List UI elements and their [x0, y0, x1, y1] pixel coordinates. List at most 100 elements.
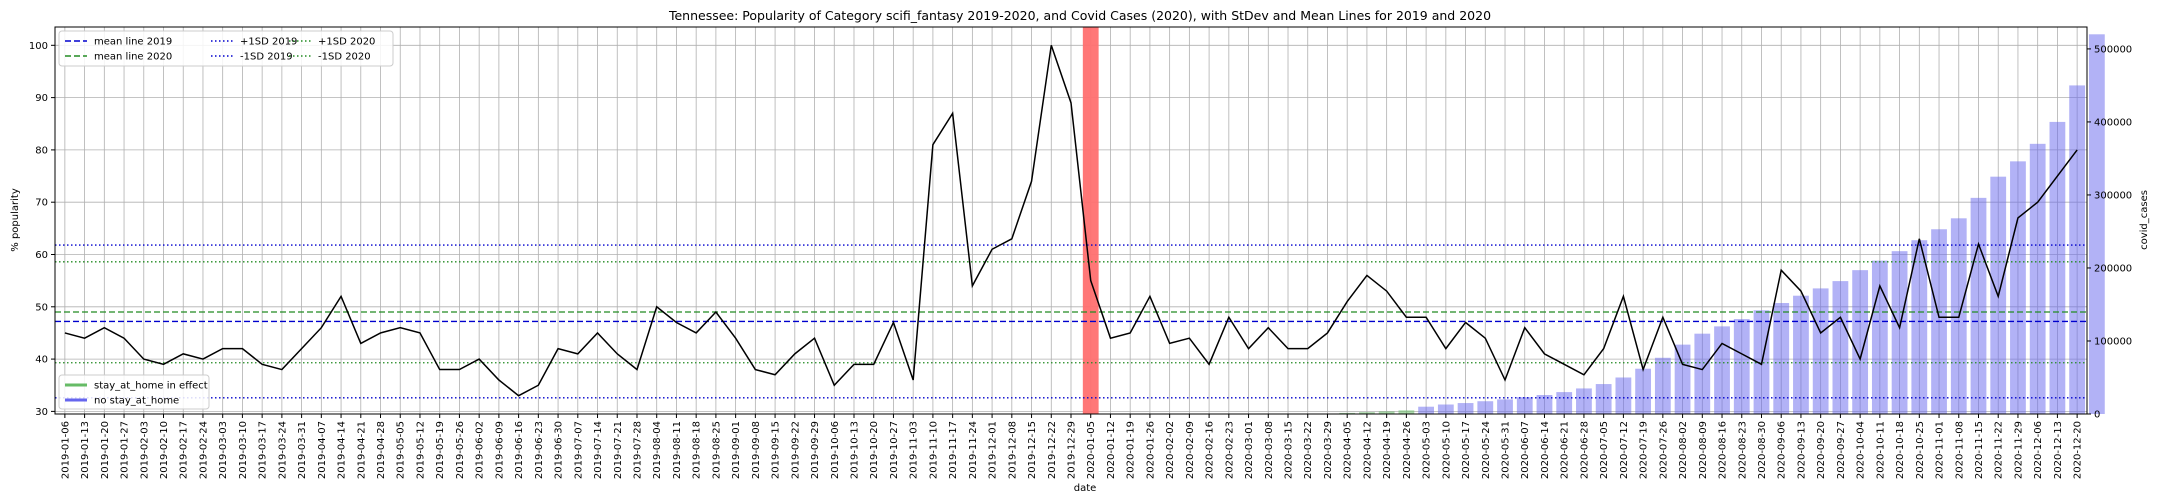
- x-tick-label: 2019-12-29: [1067, 421, 1078, 479]
- x-tick-label: 2019-10-20: [869, 421, 880, 479]
- x-tick-label: 2019-06-30: [554, 421, 565, 479]
- x-tick-label: 2019-09-01: [731, 421, 742, 479]
- x-tick-label: 2020-05-03: [1422, 421, 1433, 479]
- covid-bar: [1615, 377, 1632, 414]
- covid-bar: [1477, 401, 1494, 414]
- covid-bar: [1576, 388, 1592, 414]
- x-tick-label: 2020-02-23: [1224, 421, 1235, 479]
- x-tick-label: 2020-02-02: [1165, 421, 1176, 479]
- x-tick-label: 2020-08-16: [1718, 421, 1729, 479]
- x-tick-label: 2019-09-08: [751, 421, 762, 479]
- x-tick-label: 2020-04-05: [1343, 421, 1354, 479]
- legend-bottom-label: stay_at_home in effect: [94, 381, 208, 392]
- covid-bar: [1516, 397, 1533, 414]
- legend-top-label: -1SD 2020: [318, 52, 371, 63]
- x-tick-label: 2020-04-19: [1382, 421, 1393, 479]
- covid-bar: [1891, 251, 1908, 414]
- x-tick-label: 2020-05-24: [1481, 421, 1492, 479]
- x-tick-label: 2019-08-18: [692, 421, 703, 479]
- x-tick-label: 2019-07-21: [613, 421, 624, 479]
- x-tick-label: 2019-01-27: [120, 421, 131, 479]
- legend-top-label: mean line 2020: [94, 52, 172, 63]
- y2-tick-label: 200000: [2094, 263, 2132, 274]
- covid-bar: [1418, 406, 1434, 414]
- x-tick-label: 2020-08-30: [1757, 421, 1768, 479]
- x-tick-label: 2019-03-17: [258, 421, 269, 479]
- x-tick-label: 2019-11-03: [909, 421, 920, 479]
- y2-tick-label: 400000: [2094, 117, 2132, 128]
- covid-bar: [2049, 121, 2066, 414]
- covid-bar: [1911, 240, 1928, 414]
- x-tick-label: 2020-07-12: [1619, 421, 1630, 479]
- legend-top-box: [58, 30, 394, 67]
- chart-title: Tennessee: Popularity of Category scifi_…: [668, 8, 1491, 23]
- x-tick-label: 2019-02-17: [179, 421, 190, 479]
- covid-bar: [1674, 344, 1691, 414]
- covid-bar: [1457, 403, 1474, 414]
- y-tick-label: 100: [29, 41, 48, 52]
- x-tick-label: 2020-07-05: [1599, 421, 1610, 479]
- x-tick-label: 2020-07-26: [1658, 421, 1669, 479]
- covid-bar: [1398, 410, 1415, 414]
- popularity-series-line: [64, 45, 2078, 397]
- x-tick-label: 2020-09-20: [1816, 421, 1827, 479]
- y-tick-label: 90: [35, 93, 48, 104]
- covid-bar: [1852, 270, 1869, 414]
- x-tick-label: 2019-11-17: [948, 421, 959, 479]
- y-tick-label: 40: [35, 355, 48, 366]
- x-tick-label: 2019-03-10: [238, 421, 249, 479]
- x-tick-label: 2019-07-28: [632, 421, 643, 479]
- x-tick-label: 2019-06-23: [534, 421, 545, 479]
- x-tick-label: 2020-10-18: [1895, 421, 1906, 479]
- grid-layer: [55, 27, 2087, 414]
- x-tick-label: 2019-05-19: [435, 421, 446, 479]
- x-tick-label: 2019-07-14: [593, 421, 604, 479]
- covid-bar: [2088, 34, 2105, 415]
- x-tick-label: 2020-10-25: [1915, 421, 1926, 479]
- covid-bar: [1556, 392, 1573, 414]
- legend-top-label: mean line 2019: [94, 37, 172, 48]
- y-tick-label: 50: [35, 302, 48, 313]
- x-tick-label: 2020-03-22: [1303, 421, 1314, 479]
- x-tick-label: 2019-06-16: [514, 421, 525, 479]
- legend-top-label: -1SD 2019: [240, 52, 293, 63]
- covid-bar: [2010, 161, 2026, 414]
- x-tick-label: 2020-04-26: [1402, 421, 1413, 479]
- covid-bars-layer: [1082, 27, 2105, 415]
- x-tick-label: 2019-12-15: [1027, 421, 1038, 479]
- x-tick-label: 2019-01-20: [100, 421, 111, 479]
- x-tick-label: 2019-03-31: [297, 421, 308, 479]
- covid-bar: [1497, 399, 1513, 414]
- x-tick-label: 2020-12-06: [2033, 421, 2044, 479]
- x-tick-label: 2019-12-01: [988, 421, 999, 479]
- covid-bar: [1339, 412, 1356, 414]
- y2-tick-label: 100000: [2094, 336, 2132, 347]
- x-tick-label: 2019-10-27: [889, 421, 900, 479]
- covid-bar: [1595, 384, 1612, 414]
- x-tick-label: 2020-08-02: [1678, 421, 1689, 479]
- covid-bar: [1359, 412, 1375, 414]
- x-tick-label: 2020-03-01: [1244, 421, 1255, 479]
- x-tick-label: 2020-09-06: [1777, 421, 1788, 479]
- x-tick-label: 2020-12-20: [2073, 421, 2084, 479]
- x-tick-label: 2020-02-09: [1185, 421, 1196, 479]
- x-tick-label: 2019-08-11: [672, 421, 683, 479]
- legend-bottom-box: [58, 374, 210, 410]
- x-tick-label: 2020-08-09: [1698, 421, 1709, 479]
- y2-tick-label: 500000: [2094, 44, 2132, 55]
- x-tick-label: 2020-11-22: [1994, 421, 2005, 479]
- x-tick-label: 2020-09-27: [1836, 421, 1847, 479]
- x-tick-label: 2020-05-10: [1441, 421, 1452, 479]
- covid-bar: [1378, 411, 1395, 414]
- x-tick-label: 2020-06-21: [1560, 421, 1571, 479]
- x-tick-label: 2019-01-06: [60, 421, 71, 479]
- x-tick-label: 2019-09-29: [810, 421, 821, 479]
- x-tick-label: 2019-04-28: [376, 421, 387, 479]
- x-tick-label: 2019-04-14: [337, 421, 348, 479]
- x-tick-label: 2020-03-15: [1284, 421, 1295, 479]
- x-tick-label: 2019-06-09: [494, 421, 505, 479]
- x-tick-label: 2020-06-07: [1520, 421, 1531, 479]
- covid-bar: [2069, 85, 2086, 414]
- x-tick-label: 2020-11-01: [1935, 421, 1946, 479]
